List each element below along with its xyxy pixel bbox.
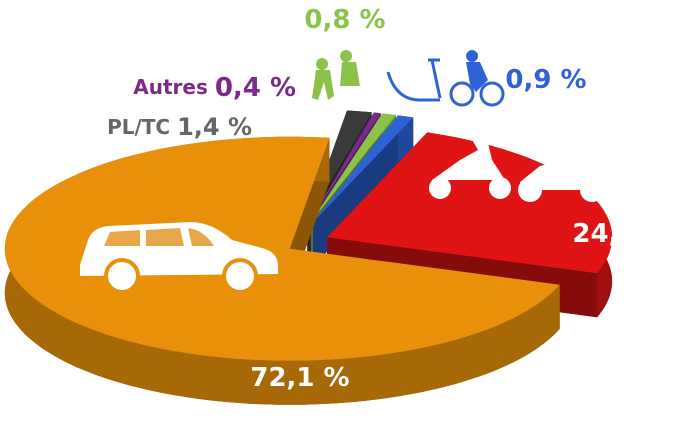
value-label: 72,1 % <box>250 363 349 393</box>
pedestrian-icon <box>312 50 378 100</box>
value-label: 0,9 % <box>505 65 586 95</box>
icons <box>80 50 604 294</box>
cyclist-icon <box>466 50 488 92</box>
gap <box>208 75 215 99</box>
value-label: 24,5 % <box>572 219 671 249</box>
bike-wheel <box>479 81 505 107</box>
bike-wheel <box>449 81 475 107</box>
window <box>104 228 214 246</box>
data-label: 0,8 % <box>304 5 385 35</box>
data-label: Autres 0,4 % <box>133 73 296 103</box>
data-label: 24,5 % <box>572 219 671 249</box>
slice-top <box>311 113 396 222</box>
moto-wheel <box>429 177 451 199</box>
value-label: 0,8 % <box>304 5 385 35</box>
slice-top <box>4 136 560 361</box>
category-label: PL/TC <box>107 115 170 139</box>
scooter-icon <box>386 58 442 102</box>
category-label: Autres <box>133 75 208 99</box>
labels: 72,1 % 24,5 % 0,9 % 0,8 % Autres 0,4 % PL/TC … <box>107 5 672 393</box>
moto-icon <box>432 130 505 180</box>
data-label: 0,9 % <box>505 65 586 95</box>
slice-top <box>309 112 381 222</box>
data-label: PL/TC 1,4 % <box>107 113 252 141</box>
car-wheel <box>104 258 140 294</box>
value-label: 0,4 % <box>215 73 296 103</box>
moto-icon <box>520 147 604 190</box>
slice-top <box>313 115 414 223</box>
data-label: 72,1 % <box>250 363 349 393</box>
moto-wheel <box>489 177 511 199</box>
pie <box>4 110 613 405</box>
gap <box>170 115 177 139</box>
value-label: 1,4 % <box>177 113 252 141</box>
car-wheel <box>222 258 258 294</box>
